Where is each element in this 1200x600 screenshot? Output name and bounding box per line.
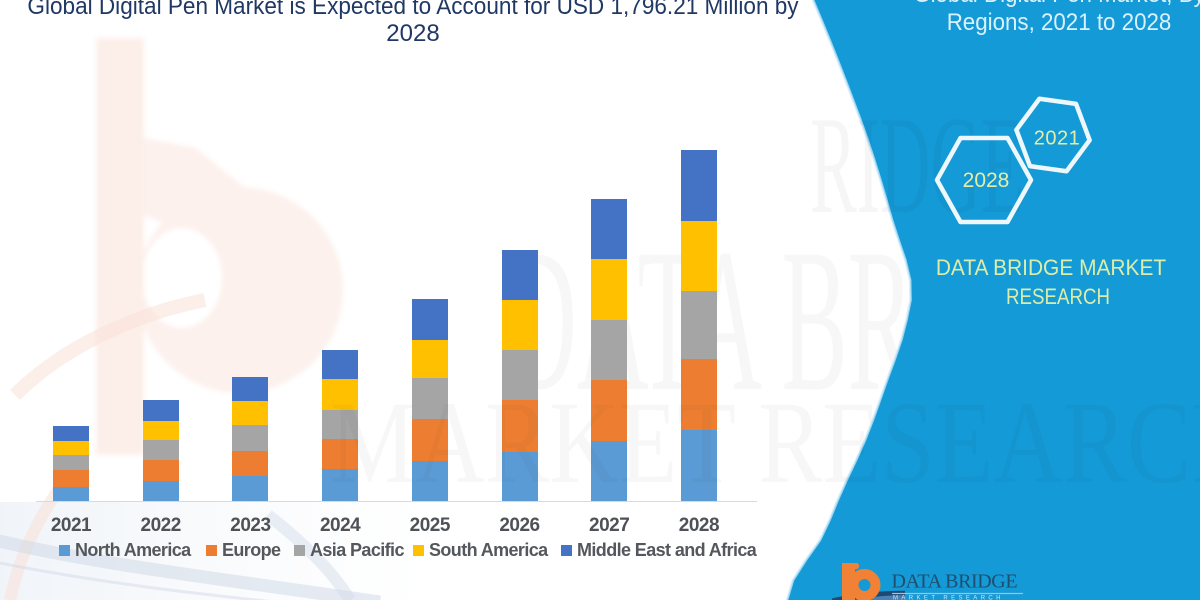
svg-text:MARKET RESEARCH: MARKET RESEARCH xyxy=(893,596,1004,600)
svg-text:MARKET RESEARCH: MARKET RESEARCH xyxy=(330,378,1200,508)
svg-text:2028: 2028 xyxy=(963,169,1010,192)
svg-text:RIDGE: RIDGE xyxy=(810,87,1024,243)
svg-text:2021: 2021 xyxy=(1034,128,1081,150)
svg-text:DATA BRIDGE: DATA BRIDGE xyxy=(892,571,1018,593)
